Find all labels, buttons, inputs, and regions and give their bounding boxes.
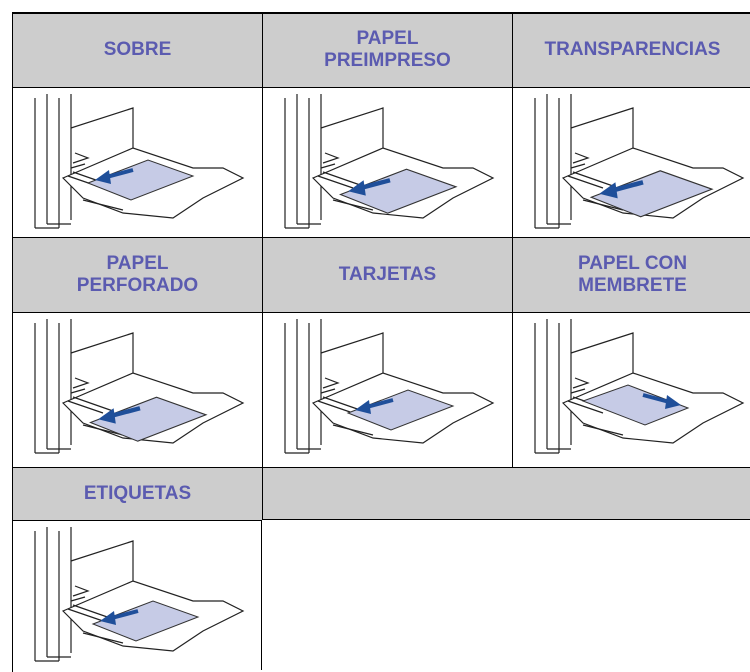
illustration-cell <box>512 87 750 237</box>
illustration-cell <box>262 87 512 237</box>
header-cell: PAPEL PREIMPRESO <box>262 12 512 87</box>
illustration <box>284 93 494 229</box>
illustration <box>34 93 244 229</box>
header-cell: PAPEL CON MEMBRETE <box>512 237 750 312</box>
illustration <box>34 318 244 454</box>
header-cell: TRANSPARENCIAS <box>512 12 750 87</box>
illustration <box>534 318 744 454</box>
header-text: TRANSPARENCIAS <box>544 39 721 60</box>
illustration <box>284 318 494 454</box>
illustration-cell <box>12 520 262 670</box>
illustration <box>534 93 744 229</box>
header-cell: TARJETAS <box>262 237 512 312</box>
header-cell: SOBRE <box>12 12 262 87</box>
header-text: SOBRE <box>103 39 172 60</box>
header-text: PAPEL CON MEMBRETE <box>577 253 688 296</box>
header-text: TARJETAS <box>338 264 437 285</box>
illustration-cell <box>262 312 512 467</box>
header-cell: PAPEL PERFORADO <box>12 237 262 312</box>
header-text: PAPEL PREIMPRESO <box>324 28 451 71</box>
illustration-cell <box>12 312 262 467</box>
illustration-cell <box>512 312 750 467</box>
illustration-cell <box>12 87 262 237</box>
header-cell: ETIQUETAS <box>12 467 262 520</box>
empty-header-cell <box>262 467 750 520</box>
illustration <box>34 526 244 662</box>
header-text: PAPEL PERFORADO <box>76 253 199 296</box>
header-text: ETIQUETAS <box>83 483 192 504</box>
